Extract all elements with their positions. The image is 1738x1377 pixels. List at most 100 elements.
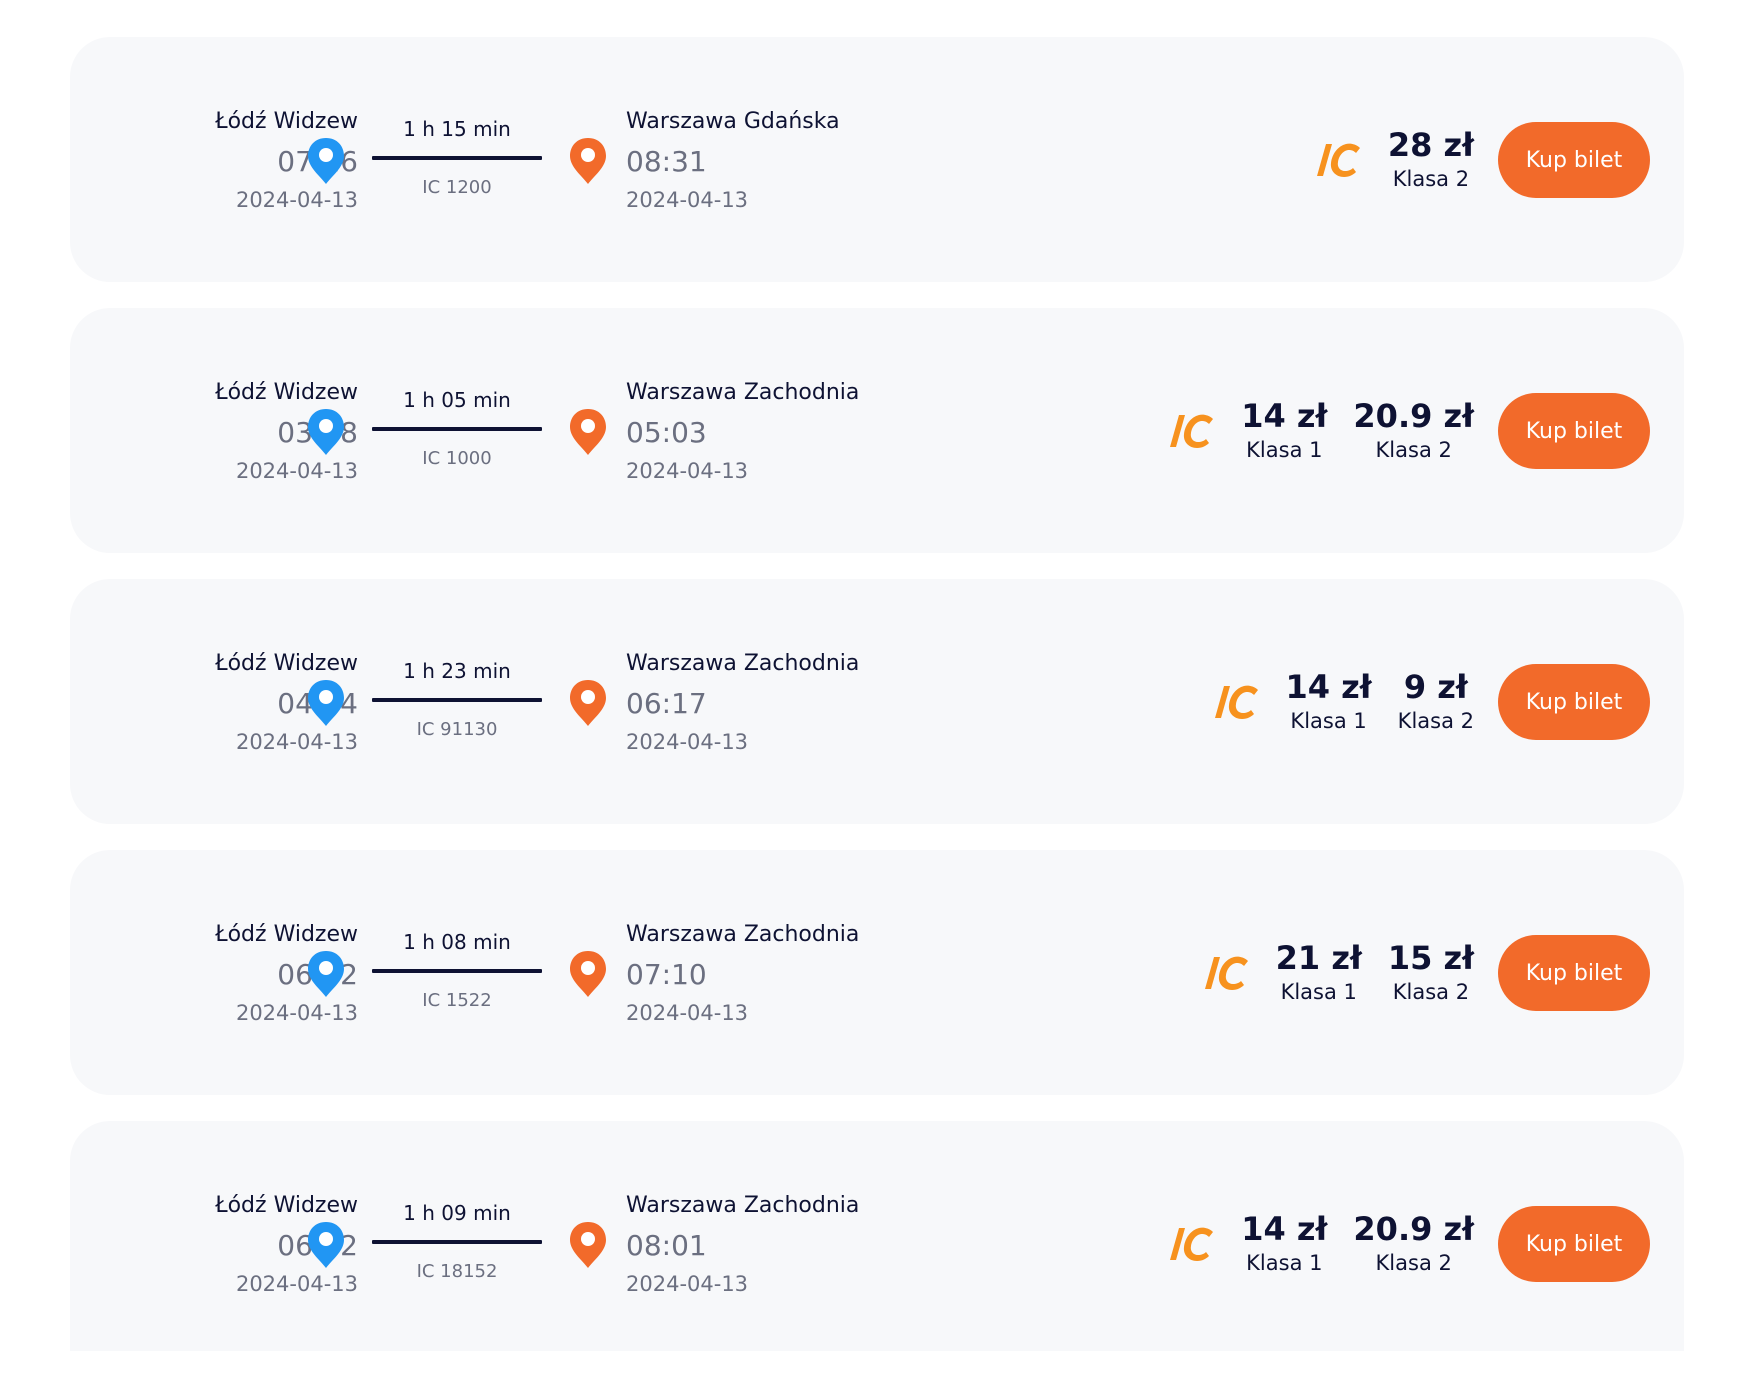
fare-option: 21 zł Klasa 1 xyxy=(1276,940,1362,1006)
arrival-block: Warszawa Zachodnia 05:03 2024-04-13 xyxy=(626,378,859,486)
arrival-date: 2024-04-13 xyxy=(626,1001,749,1025)
destination-station: Warszawa Zachodnia xyxy=(626,651,860,676)
origin-station: Łódź Widzew xyxy=(215,651,358,676)
route-line xyxy=(372,1240,542,1244)
arrival-time: 06:17 xyxy=(626,687,707,720)
route-summary: 1 h 23 min IC 91130 xyxy=(372,657,542,743)
buy-ticket-button[interactable]: Kup bilet xyxy=(1498,393,1650,469)
travel-duration: 1 h 23 min xyxy=(403,659,511,683)
arrival-date: 2024-04-13 xyxy=(626,188,749,212)
fare-price: 20.9 zł xyxy=(1353,397,1474,435)
departure-date: 2024-04-13 xyxy=(235,1001,358,1025)
route-summary: 1 h 08 min IC 1522 xyxy=(372,928,542,1014)
departure-date: 2024-04-13 xyxy=(235,730,358,754)
fare-price: 14 zł xyxy=(1241,397,1328,435)
connection-list: Łódź Widzew 07:16 2024-04-13 1 h 15 min … xyxy=(70,37,1684,1377)
buy-ticket-button[interactable]: Kup bilet xyxy=(1498,122,1650,198)
map-pin-blue-icon xyxy=(308,951,344,997)
fare-class: Klasa 1 xyxy=(1246,438,1323,462)
fare-price: 20.9 zł xyxy=(1353,1210,1474,1248)
departure-date: 2024-04-13 xyxy=(235,459,358,483)
fare-option: 20.9 zł Klasa 2 xyxy=(1353,398,1474,464)
fare-option: 20.9 zł Klasa 2 xyxy=(1353,1211,1474,1277)
fare-price: 14 zł xyxy=(1285,668,1372,706)
origin-station: Łódź Widzew xyxy=(215,109,358,134)
arrival-time: 07:10 xyxy=(626,958,707,991)
fare-area: 14 zł Klasa 1 9 zł Klasa 2 Kup bilet xyxy=(1214,664,1650,740)
arrival-block: Warszawa Zachodnia 06:17 2024-04-13 xyxy=(626,649,859,757)
fare-list: 14 zł Klasa 1 20.9 zł Klasa 2 xyxy=(1241,398,1474,464)
origin-station: Łódź Widzew xyxy=(215,922,358,947)
fare-list: 28 zł Klasa 2 xyxy=(1388,127,1474,193)
route-summary: 1 h 15 min IC 1200 xyxy=(372,115,542,201)
map-pin-orange-icon xyxy=(570,951,606,997)
travel-duration: 1 h 09 min xyxy=(403,1201,511,1225)
train-number: IC 1200 xyxy=(422,177,492,198)
train-number: IC 91130 xyxy=(416,719,498,740)
fare-class: Klasa 1 xyxy=(1280,980,1357,1004)
travel-duration: 1 h 15 min xyxy=(403,117,511,141)
fare-area: 14 zł Klasa 1 20.9 zł Klasa 2 Kup bilet xyxy=(1169,1206,1650,1282)
fare-class: Klasa 2 xyxy=(1375,1251,1452,1275)
map-pin-blue-icon xyxy=(308,138,344,184)
map-pin-blue-icon xyxy=(308,409,344,455)
fare-price: 15 zł xyxy=(1387,939,1474,977)
arrival-date: 2024-04-13 xyxy=(626,730,749,754)
map-pin-blue-icon xyxy=(308,1222,344,1268)
destination-station: Warszawa Zachodnia xyxy=(626,1193,860,1218)
arrival-date: 2024-04-13 xyxy=(626,459,749,483)
fare-price: 28 zł xyxy=(1387,126,1474,164)
route-line xyxy=(372,156,542,160)
intercity-logo-icon xyxy=(1204,956,1248,990)
fare-option: 9 zł Klasa 2 xyxy=(1398,669,1474,735)
intercity-logo-icon xyxy=(1214,685,1258,719)
arrival-block: Warszawa Zachodnia 07:10 2024-04-13 xyxy=(626,920,859,1028)
arrival-block: Warszawa Zachodnia 08:01 2024-04-13 xyxy=(626,1191,859,1299)
buy-ticket-button[interactable]: Kup bilet xyxy=(1498,664,1650,740)
map-pin-orange-icon xyxy=(570,138,606,184)
map-pin-orange-icon xyxy=(570,680,606,726)
arrival-date: 2024-04-13 xyxy=(626,1272,749,1296)
origin-station: Łódź Widzew xyxy=(215,380,358,405)
fare-option: 14 zł Klasa 1 xyxy=(1241,398,1327,464)
fare-class: Klasa 1 xyxy=(1246,1251,1323,1275)
destination-station: Warszawa Zachodnia xyxy=(626,922,860,947)
fare-area: 21 zł Klasa 1 15 zł Klasa 2 Kup bilet xyxy=(1204,935,1650,1011)
travel-duration: 1 h 08 min xyxy=(403,930,511,954)
fare-class: Klasa 2 xyxy=(1392,980,1470,1004)
fare-list: 21 zł Klasa 1 15 zł Klasa 2 xyxy=(1276,940,1474,1006)
fare-option: 28 zł Klasa 2 xyxy=(1388,127,1474,193)
connection-card: Łódź Widzew 03:58 2024-04-13 1 h 05 min … xyxy=(70,308,1684,553)
fare-price: 14 zł xyxy=(1241,1210,1328,1248)
train-number: IC 18152 xyxy=(416,1261,498,1282)
route-line xyxy=(372,698,542,702)
route-line xyxy=(372,427,542,431)
departure-date: 2024-04-13 xyxy=(235,1272,358,1296)
map-pin-blue-icon xyxy=(308,680,344,726)
buy-ticket-button[interactable]: Kup bilet xyxy=(1498,1206,1650,1282)
fare-class: Klasa 2 xyxy=(1397,709,1474,733)
train-number: IC 1522 xyxy=(422,990,492,1011)
fare-price: 21 zł xyxy=(1275,939,1362,977)
departure-block: Łódź Widzew 06:02 2024-04-13 xyxy=(215,920,358,1028)
route-line xyxy=(372,969,542,973)
map-pin-orange-icon xyxy=(570,409,606,455)
fare-option: 14 zł Klasa 1 xyxy=(1241,1211,1327,1277)
connection-card: Łódź Widzew 06:52 2024-04-13 1 h 09 min … xyxy=(70,1121,1684,1351)
connection-card: Łódź Widzew 06:02 2024-04-13 1 h 08 min … xyxy=(70,850,1684,1095)
arrival-time: 08:01 xyxy=(626,1229,707,1262)
fare-class: Klasa 1 xyxy=(1290,709,1367,733)
intercity-logo-icon xyxy=(1170,1227,1214,1261)
origin-station: Łódź Widzew xyxy=(215,1193,358,1218)
travel-duration: 1 h 05 min xyxy=(403,388,511,412)
arrival-block: Warszawa Gdańska 08:31 2024-04-13 xyxy=(626,107,840,215)
fare-class: Klasa 2 xyxy=(1375,438,1452,462)
fare-option: 15 zł Klasa 2 xyxy=(1388,940,1474,1006)
fare-area: 28 zł Klasa 2 Kup bilet xyxy=(1316,122,1650,198)
map-pin-orange-icon xyxy=(570,1222,606,1268)
route-summary: 1 h 05 min IC 1000 xyxy=(372,386,542,472)
fare-list: 14 zł Klasa 1 20.9 zł Klasa 2 xyxy=(1241,1211,1474,1277)
destination-station: Warszawa Zachodnia xyxy=(626,380,860,405)
buy-ticket-button[interactable]: Kup bilet xyxy=(1498,935,1650,1011)
intercity-logo-icon xyxy=(1170,414,1214,448)
